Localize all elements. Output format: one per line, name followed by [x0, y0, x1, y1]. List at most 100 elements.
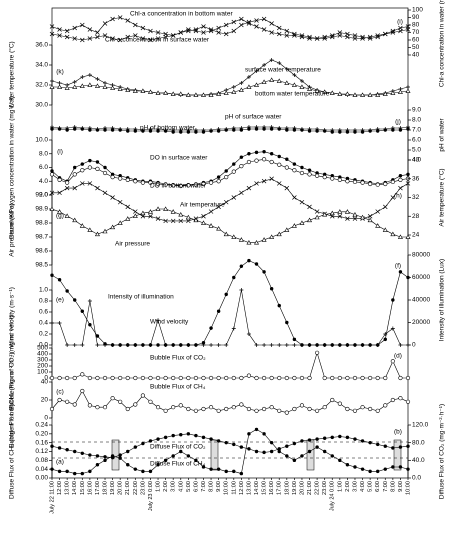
marker [330, 454, 334, 458]
marker [125, 87, 131, 92]
marker [277, 154, 281, 159]
marker [376, 469, 380, 474]
marker [322, 375, 327, 381]
marker [360, 343, 365, 347]
series-label: Bubble Flux of CH₄ [150, 384, 206, 391]
marker [231, 234, 237, 239]
series [49, 157, 411, 189]
marker [322, 343, 327, 347]
series-label: Wind velocity [150, 319, 189, 326]
marker [345, 130, 350, 134]
y-tick-label: 300 [37, 357, 48, 364]
marker [406, 343, 410, 347]
marker [299, 170, 305, 176]
marker [300, 439, 304, 443]
axis-title: pH of water [439, 118, 446, 152]
marker [216, 439, 221, 443]
marker [163, 129, 168, 133]
marker [57, 84, 63, 89]
marker [88, 323, 92, 327]
y-tick-label: 9.0 [412, 107, 421, 114]
marker [284, 375, 289, 381]
marker [345, 34, 350, 40]
x-tick-label: 1:00 [156, 481, 162, 492]
marker [405, 399, 411, 404]
marker [398, 465, 403, 469]
marker [352, 179, 358, 185]
y-tick-label: 4.0 [39, 178, 48, 185]
marker [231, 85, 236, 89]
marker [338, 458, 342, 463]
marker [87, 375, 92, 381]
marker [133, 22, 138, 28]
marker [49, 24, 55, 29]
marker [80, 168, 85, 173]
marker [285, 128, 289, 132]
marker [277, 447, 281, 451]
marker [216, 375, 221, 381]
marker [269, 234, 275, 239]
axis-title: Chl-a concentration in water (mg·m⁻³) [439, 0, 446, 87]
marker [277, 162, 282, 167]
marker [277, 303, 281, 308]
x-tick-label: July 24 0:00 [330, 481, 336, 511]
y-tick-label: 0.00 [35, 475, 48, 482]
marker [178, 183, 183, 189]
marker [65, 180, 70, 185]
marker [382, 227, 388, 232]
marker [231, 405, 236, 410]
marker [208, 92, 214, 97]
marker [102, 33, 108, 38]
marker [254, 18, 259, 23]
marker [269, 159, 274, 165]
x-tick-label: 22:00 [315, 481, 321, 495]
marker [87, 73, 92, 77]
marker [103, 455, 107, 459]
marker [163, 34, 168, 40]
marker [95, 334, 100, 338]
marker [269, 21, 274, 26]
marker [383, 31, 388, 37]
y-tick-label: 200 [37, 363, 48, 370]
marker [57, 209, 63, 214]
marker [284, 185, 290, 191]
marker [103, 343, 108, 347]
marker [406, 444, 410, 448]
marker [186, 454, 191, 458]
marker [216, 408, 221, 413]
y-tick-label: 0.20 [35, 431, 48, 438]
marker [231, 195, 237, 200]
marker [254, 181, 259, 186]
series-line [51, 59, 409, 96]
marker [209, 343, 214, 347]
marker [299, 220, 305, 225]
marker [118, 456, 122, 460]
marker [383, 204, 388, 210]
marker [133, 445, 138, 449]
marker [110, 375, 115, 381]
y-tick-label: 98.7 [35, 234, 48, 241]
marker [95, 128, 100, 132]
series-label: Air temperature [180, 202, 225, 209]
marker [284, 33, 290, 38]
marker [352, 211, 358, 217]
y-tick-label: 0.8 [39, 298, 48, 305]
marker [284, 410, 289, 415]
marker [390, 90, 396, 95]
marker [367, 34, 373, 40]
marker [133, 343, 138, 347]
axis-title: Bubble Flux of CH₄ (mg·m⁻²·h⁻¹) [9, 352, 16, 447]
marker [50, 273, 54, 277]
marker [269, 343, 274, 347]
panel-label: (c) [56, 389, 64, 396]
marker [125, 375, 130, 381]
marker [64, 185, 70, 191]
marker [49, 190, 55, 196]
marker [216, 175, 221, 179]
marker [269, 440, 274, 445]
marker [406, 467, 410, 471]
marker [307, 168, 312, 172]
x-tick-label: 17:00 [277, 481, 283, 495]
marker [117, 15, 123, 20]
marker [117, 86, 123, 91]
